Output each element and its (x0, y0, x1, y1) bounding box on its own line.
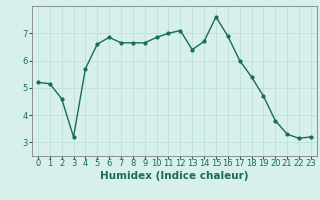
X-axis label: Humidex (Indice chaleur): Humidex (Indice chaleur) (100, 171, 249, 181)
